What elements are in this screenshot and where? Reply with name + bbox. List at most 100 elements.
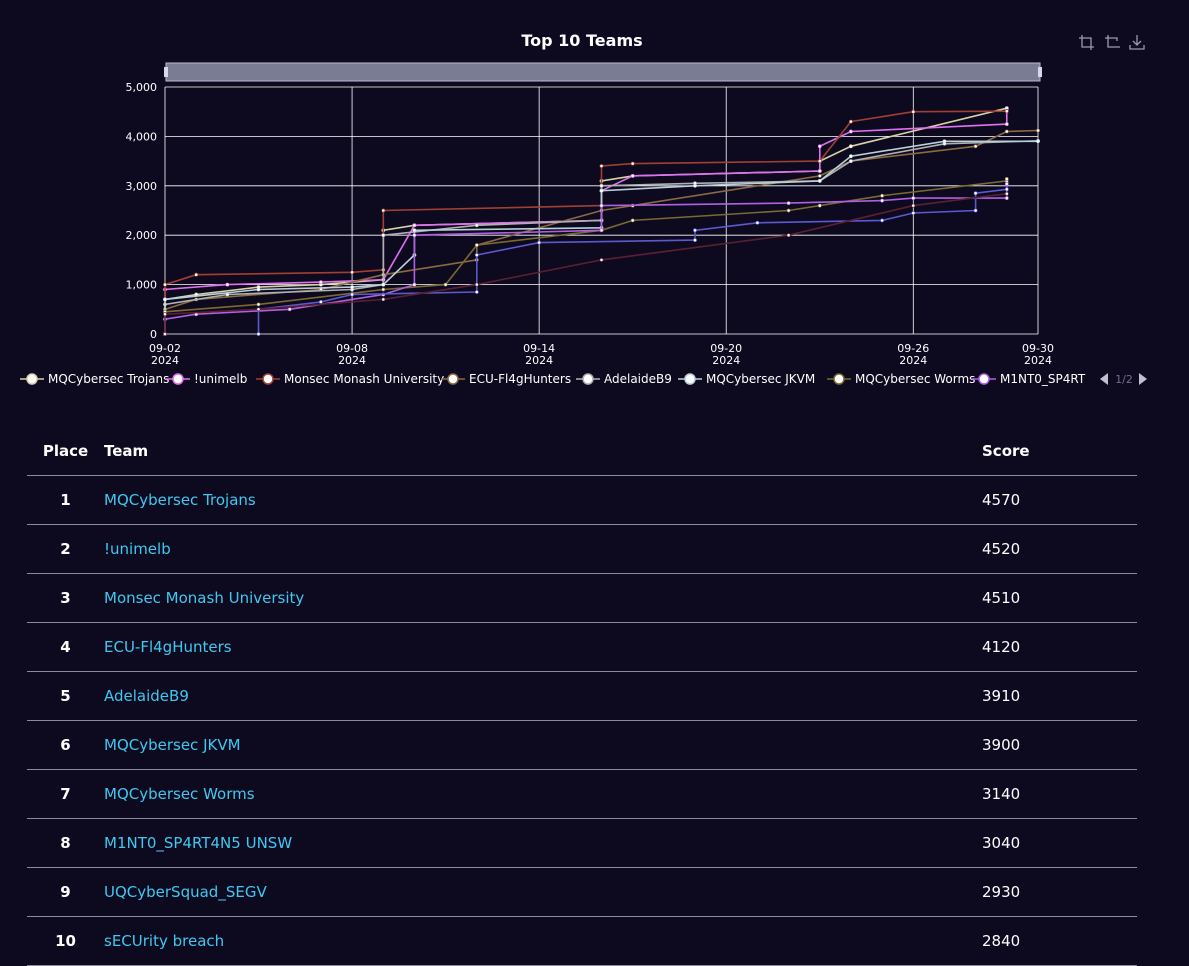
data-point[interactable] xyxy=(911,196,916,201)
data-point[interactable] xyxy=(412,233,417,238)
data-point[interactable] xyxy=(350,270,355,275)
legend-prev-icon[interactable] xyxy=(1100,373,1108,385)
data-point[interactable] xyxy=(1004,187,1009,192)
data-point[interactable] xyxy=(849,154,853,159)
data-point[interactable] xyxy=(318,299,323,304)
data-point[interactable] xyxy=(786,208,791,213)
data-point[interactable] xyxy=(412,228,417,233)
data-point[interactable] xyxy=(256,302,261,307)
data-point[interactable] xyxy=(381,208,386,213)
data-point[interactable] xyxy=(381,287,386,292)
data-point[interactable] xyxy=(225,282,230,287)
data-point[interactable] xyxy=(350,285,355,290)
team-link[interactable]: M1NT0_SP4RT4N5 UNSW xyxy=(104,834,293,852)
legend-item[interactable]: ECU-Fl4gHunters xyxy=(441,372,571,386)
data-point[interactable] xyxy=(350,292,355,297)
data-point[interactable] xyxy=(318,280,323,285)
data-point[interactable] xyxy=(287,307,292,312)
data-point[interactable] xyxy=(849,144,853,149)
data-point[interactable] xyxy=(786,233,791,238)
data-point[interactable] xyxy=(1004,129,1009,134)
data-point[interactable] xyxy=(630,173,635,178)
data-point[interactable] xyxy=(880,193,885,198)
download-icon[interactable] xyxy=(1129,35,1145,50)
data-point[interactable] xyxy=(474,290,479,294)
data-point[interactable] xyxy=(412,223,417,228)
legend-item[interactable]: MQCybersec Worms xyxy=(827,372,975,386)
data-point[interactable] xyxy=(474,253,479,257)
data-point[interactable] xyxy=(599,188,604,193)
data-point[interactable] xyxy=(381,297,386,302)
data-point[interactable] xyxy=(786,201,791,206)
data-point[interactable] xyxy=(911,203,916,208)
data-point[interactable] xyxy=(973,144,978,149)
data-point[interactable] xyxy=(1036,139,1040,144)
data-point[interactable] xyxy=(1004,176,1009,181)
data-point[interactable] xyxy=(381,233,386,238)
data-point[interactable] xyxy=(693,228,697,233)
data-point[interactable] xyxy=(911,211,916,215)
data-point[interactable] xyxy=(443,282,448,287)
data-point[interactable] xyxy=(599,164,604,168)
data-point[interactable] xyxy=(849,119,853,124)
data-point[interactable] xyxy=(755,220,760,225)
team-link[interactable]: !unimelb xyxy=(104,540,171,558)
data-point[interactable] xyxy=(1004,109,1009,114)
data-point[interactable] xyxy=(1004,191,1009,196)
data-point[interactable] xyxy=(474,223,479,228)
data-point[interactable] xyxy=(163,297,167,302)
data-point[interactable] xyxy=(817,144,822,149)
team-link[interactable]: ECU-Fl4gHunters xyxy=(104,638,232,656)
data-point[interactable] xyxy=(849,129,853,134)
data-point[interactable] xyxy=(942,139,947,144)
data-point[interactable] xyxy=(817,173,822,178)
data-point[interactable] xyxy=(849,159,853,164)
legend-item[interactable]: !unimelb xyxy=(166,372,247,386)
chart-canvas[interactable]: Top 10 Teams 0 1,000 2,000 3,000 4,000 5,000 0… xyxy=(0,0,1189,400)
data-point[interactable] xyxy=(381,282,386,287)
data-point[interactable] xyxy=(911,109,916,114)
data-point[interactable] xyxy=(973,208,978,213)
team-link[interactable]: Monsec Monash University xyxy=(104,589,305,607)
legend[interactable]: MQCybersec Trojans !unimelb Monsec Monash … xyxy=(20,372,1147,386)
legend-item[interactable]: M1NT0_SP4RT xyxy=(972,372,1086,386)
legend-next-icon[interactable] xyxy=(1139,373,1147,385)
data-point[interactable] xyxy=(599,183,604,188)
data-point[interactable] xyxy=(630,218,635,223)
zoom-handle-left[interactable] xyxy=(164,67,168,77)
team-link[interactable]: AdelaideB9 xyxy=(104,687,189,705)
data-point[interactable] xyxy=(163,312,167,317)
data-point[interactable] xyxy=(1036,128,1040,133)
legend-item[interactable]: MQCybersec JKVM xyxy=(678,372,815,386)
data-point[interactable] xyxy=(599,257,604,262)
score-chart[interactable]: Top 10 Teams 0 1,000 2,000 3,000 4,000 5,000 0… xyxy=(0,0,1189,400)
data-point[interactable] xyxy=(256,307,261,312)
data-point[interactable] xyxy=(256,287,261,292)
team-link[interactable]: UQCyberSquad_SEGV xyxy=(104,883,267,901)
data-point[interactable] xyxy=(817,178,822,183)
data-point[interactable] xyxy=(817,203,822,208)
data-point[interactable] xyxy=(256,332,261,336)
zoom-icon[interactable] xyxy=(1079,35,1094,50)
data-point[interactable] xyxy=(163,332,167,336)
data-point[interactable] xyxy=(599,228,604,233)
legend-item[interactable]: Monsec Monash University xyxy=(256,372,444,386)
data-point[interactable] xyxy=(880,198,885,203)
data-zoom-slider[interactable] xyxy=(164,62,1042,82)
legend-item[interactable]: AdelaideB9 xyxy=(576,372,672,386)
zoom-handle-right[interactable] xyxy=(1038,67,1042,77)
data-point[interactable] xyxy=(163,282,167,287)
data-point[interactable] xyxy=(1004,181,1009,186)
data-point[interactable] xyxy=(693,238,697,243)
team-link[interactable]: sECUrity breach xyxy=(104,932,225,950)
data-point[interactable] xyxy=(537,240,542,245)
data-point[interactable] xyxy=(412,282,417,287)
data-point[interactable] xyxy=(693,183,697,188)
legend-item[interactable]: MQCybersec Trojans xyxy=(20,372,169,386)
data-point[interactable] xyxy=(880,218,885,223)
data-point[interactable] xyxy=(817,169,822,173)
data-point[interactable] xyxy=(630,161,635,166)
data-point[interactable] xyxy=(1004,122,1009,127)
data-point[interactable] xyxy=(973,191,978,196)
data-point[interactable] xyxy=(817,159,822,164)
